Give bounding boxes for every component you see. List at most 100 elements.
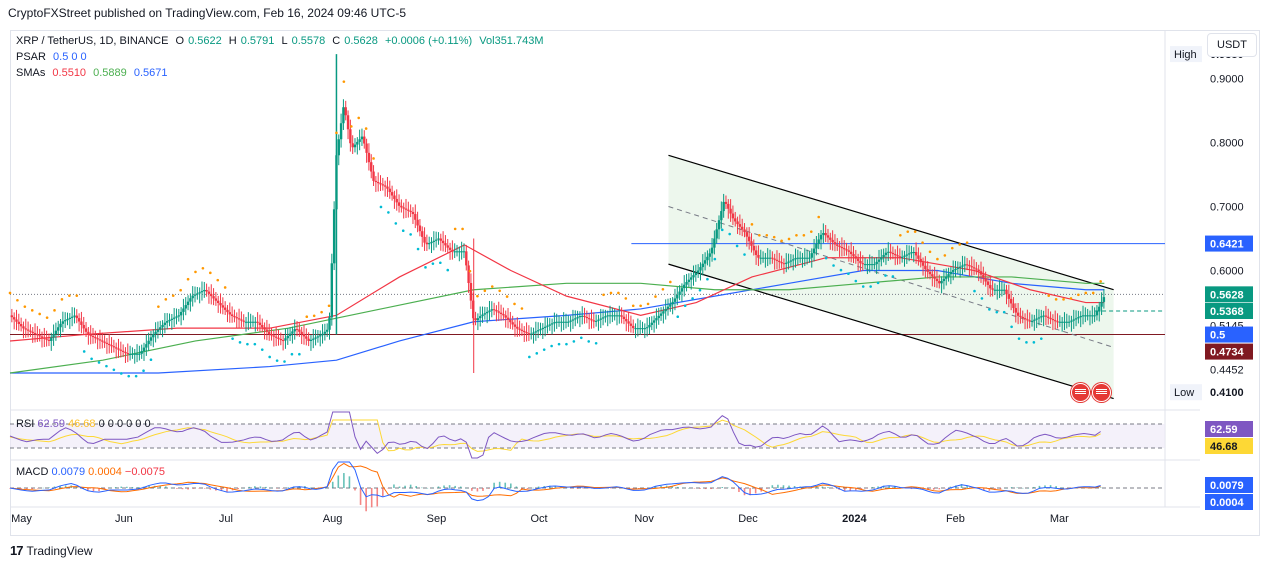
macd-hist-bar bbox=[498, 481, 501, 488]
candle-body bbox=[861, 263, 864, 265]
macd-hist-bar bbox=[482, 488, 484, 491]
macd-hist-bar bbox=[882, 485, 885, 488]
macd-hist-bar bbox=[910, 488, 913, 490]
candle-body bbox=[532, 332, 535, 334]
psar-dot bbox=[209, 271, 212, 275]
macd-hist-bar bbox=[676, 486, 679, 488]
candle-body bbox=[625, 319, 628, 322]
currency-button[interactable]: USDT bbox=[1207, 33, 1257, 57]
macd-hist-bar bbox=[827, 487, 829, 488]
candle-body bbox=[921, 262, 925, 266]
candle-body bbox=[907, 253, 911, 255]
candle-body bbox=[342, 107, 345, 124]
psar-dot bbox=[691, 297, 694, 300]
macd-hist-bar bbox=[832, 488, 835, 489]
us-flag-icon[interactable] bbox=[1092, 383, 1111, 402]
psar-dot bbox=[238, 341, 242, 344]
psar-dot bbox=[528, 355, 531, 359]
candle-body bbox=[541, 327, 545, 330]
psar-dot bbox=[1069, 297, 1073, 300]
candle-body bbox=[833, 242, 837, 245]
candle-body bbox=[393, 195, 396, 199]
candle-body bbox=[592, 320, 596, 322]
candle-body bbox=[615, 315, 619, 317]
psar-dot bbox=[980, 297, 984, 300]
macd-hist-bar bbox=[220, 488, 223, 492]
candle-body bbox=[933, 276, 936, 279]
candle-body bbox=[914, 252, 918, 256]
macd-hist-bar bbox=[25, 488, 28, 489]
candle-body bbox=[912, 252, 915, 254]
macd-hist-bar bbox=[855, 488, 857, 491]
psar-dot bbox=[735, 244, 739, 248]
candle-body bbox=[641, 328, 644, 330]
psar-legend[interactable]: PSAR 0.5 0 0 bbox=[16, 51, 91, 63]
candle-body bbox=[924, 265, 927, 270]
symbol-name[interactable]: XRP / TetherUS, 1D, BINANCE bbox=[16, 35, 169, 47]
macd-hist-bar bbox=[693, 488, 696, 489]
candle-body bbox=[474, 318, 477, 321]
psar-dot bbox=[1091, 291, 1095, 295]
psar-dot bbox=[899, 234, 902, 237]
macd-hist-bar bbox=[715, 488, 718, 489]
candle-body bbox=[613, 315, 616, 317]
macd-hist-bar bbox=[949, 486, 952, 488]
rsi-legend[interactable]: RSI 62.59 46.68 0 0 0 0 0 0 bbox=[16, 418, 151, 430]
tradingview-logo[interactable]: 17 TradingView bbox=[10, 543, 93, 558]
psar-dot bbox=[275, 359, 279, 362]
psar-dot bbox=[594, 341, 598, 345]
candle-body bbox=[940, 281, 943, 284]
psar-dot bbox=[246, 342, 249, 346]
candle-body bbox=[880, 257, 883, 260]
candle-body bbox=[578, 316, 582, 318]
candle-body bbox=[632, 325, 635, 329]
price-tag-value: 0.6421 bbox=[1210, 239, 1244, 251]
macd-hist-bar bbox=[548, 485, 551, 488]
candle-body bbox=[66, 319, 69, 321]
candle-body bbox=[643, 328, 647, 330]
macd-legend[interactable]: MACD 0.0079 0.0004 −0.0075 bbox=[16, 466, 165, 478]
candle-body bbox=[694, 272, 698, 276]
candle-body bbox=[1095, 311, 1099, 316]
candle-body bbox=[750, 241, 753, 246]
candle-body bbox=[785, 262, 788, 264]
candle-body bbox=[1074, 318, 1078, 320]
macd-hist-bar bbox=[988, 488, 991, 491]
candle-body bbox=[562, 321, 565, 323]
psar-dot bbox=[201, 266, 205, 270]
candle-body bbox=[182, 308, 185, 312]
candle-body bbox=[581, 315, 584, 317]
psar-dot bbox=[765, 234, 769, 237]
macd-hist-bar bbox=[1010, 487, 1013, 488]
macd-hist-bar bbox=[454, 485, 456, 488]
event-markers[interactable] bbox=[1071, 383, 1111, 402]
candle-body bbox=[400, 205, 403, 208]
candle-body bbox=[970, 266, 973, 268]
macd-tag-bg bbox=[1205, 494, 1253, 510]
candle-body bbox=[574, 318, 577, 320]
sma-legend[interactable]: SMAs 0.5510 0.5889 0.5671 bbox=[16, 67, 172, 79]
candle-body bbox=[945, 276, 948, 279]
candle-body bbox=[738, 224, 742, 227]
sma-blue-line bbox=[10, 269, 1105, 374]
psar-dot bbox=[60, 298, 64, 301]
macd-hist-bar bbox=[326, 487, 328, 489]
psar-dot bbox=[1039, 337, 1043, 340]
macd-hist-bar bbox=[270, 487, 273, 489]
macd-hist-bar bbox=[1005, 487, 1007, 489]
candle-body bbox=[101, 340, 104, 342]
candle-body bbox=[307, 338, 310, 341]
candle-body bbox=[590, 319, 593, 321]
candle-body bbox=[984, 278, 987, 282]
candle-body bbox=[666, 306, 670, 309]
candle-body bbox=[963, 264, 966, 266]
macd-hist-bar bbox=[587, 488, 590, 489]
candle-body bbox=[571, 319, 575, 321]
candle-body bbox=[247, 321, 250, 323]
candle-body bbox=[154, 331, 157, 335]
candle-body bbox=[119, 349, 123, 351]
psar-dot bbox=[194, 270, 197, 274]
us-flag-icon[interactable] bbox=[1071, 383, 1090, 402]
macd-hist-bar bbox=[793, 486, 796, 488]
